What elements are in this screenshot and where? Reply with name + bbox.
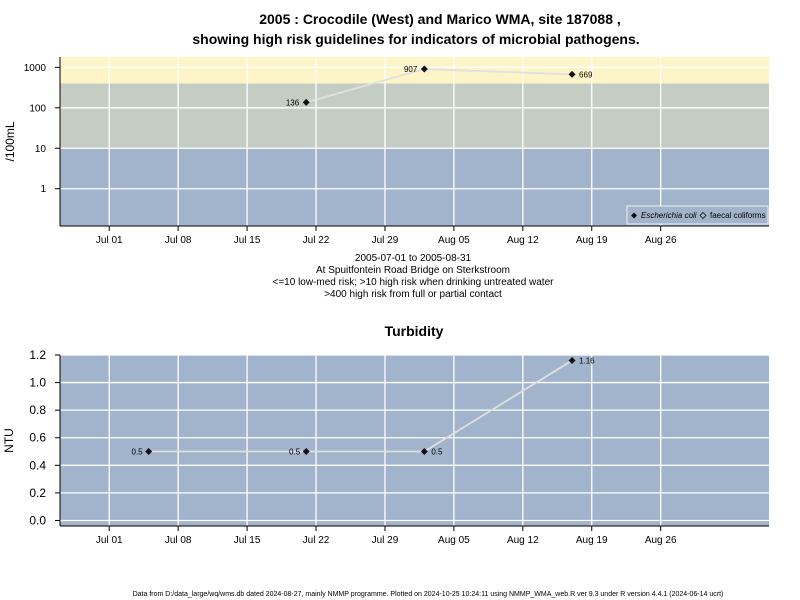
chart-caption-line: <=10 low-med risk; >10 high risk when dr… — [273, 277, 555, 288]
data-label: 0.5 — [132, 448, 144, 457]
x-tick-label: Aug 19 — [576, 535, 608, 546]
x-tick-label: Jul 15 — [234, 235, 261, 246]
chart-caption-line: At Spuitfontein Road Bridge on Sterkstro… — [316, 265, 510, 276]
y-tick-label: 0.6 — [29, 431, 46, 445]
y-axis-label: /100mL — [3, 121, 17, 161]
y-tick-label: 100 — [29, 103, 46, 114]
plot-background — [60, 355, 769, 526]
x-tick-label: Aug 26 — [645, 535, 677, 546]
data-label: 1.16 — [579, 357, 595, 366]
y-tick-label: 10 — [35, 144, 47, 155]
x-tick-label: Jul 29 — [372, 535, 399, 546]
turbidity-chart: Turbidity 0.0 0.2 0.4 0.6 0.8 1.0 1.2 NTU Jul 01 J… — [2, 323, 769, 598]
chart-caption-line: >400 high risk from full or partial cont… — [324, 289, 502, 300]
data-label: 136 — [286, 98, 300, 107]
x-tick-label: Jul 29 — [372, 235, 399, 246]
ecoli-chart: 2005 : Crocodile (West) and Marico WMA, … — [3, 11, 769, 300]
y-tick-label: 0.4 — [29, 458, 46, 472]
turbidity-series-line — [148, 359, 573, 453]
data-point — [302, 448, 310, 456]
data-point — [568, 70, 576, 78]
x-tick-label: Jul 22 — [303, 235, 330, 246]
data-point — [568, 357, 576, 365]
y-tick-label: 1000 — [24, 63, 47, 74]
y-tick-label: 0.0 — [29, 513, 46, 527]
y-tick-label: 1.2 — [29, 348, 46, 362]
legend-marker-faecal — [699, 211, 707, 220]
legend-box — [626, 205, 769, 225]
y-tick-label: 0.8 — [29, 403, 46, 417]
footer-note: Data from D:/data_large/wq/wms.db dated … — [133, 591, 724, 598]
x-tick-label: Jul 08 — [165, 235, 192, 246]
data-label: 0.5 — [431, 448, 443, 457]
data-label: 907 — [404, 65, 418, 74]
data-point — [302, 98, 310, 106]
data-label: 669 — [579, 70, 593, 79]
x-tick-label: Aug 05 — [438, 535, 470, 546]
legend: Escherichia coli faecal coliforms — [626, 205, 769, 225]
y-tick-label: 1 — [40, 184, 46, 195]
x-tick-label: Jul 15 — [234, 535, 261, 546]
x-tick-label: Jul 22 — [303, 535, 330, 546]
chart-caption-line: 2005-07-01 to 2005-08-31 — [355, 253, 472, 264]
x-tick-label: Aug 26 — [645, 235, 677, 246]
data-point — [420, 65, 428, 73]
x-tick-label: Aug 12 — [507, 535, 539, 546]
x-tick-label: Aug 05 — [438, 235, 470, 246]
x-tick-label: Aug 12 — [507, 235, 539, 246]
turbidity-title: Turbidity — [385, 323, 444, 339]
data-point — [145, 448, 153, 456]
x-tick-label: Jul 01 — [96, 535, 123, 546]
data-label: 0.5 — [289, 448, 301, 457]
y-tick-label: 1.0 — [29, 376, 46, 390]
x-tick-label: Jul 01 — [96, 235, 123, 246]
chart-title-line-2: showing high risk guidelines for indicat… — [192, 31, 639, 47]
legend-label-ecoli: Escherichia coli — [641, 211, 697, 220]
x-tick-label: Aug 19 — [576, 235, 608, 246]
x-tick-label: Jul 08 — [165, 535, 192, 546]
risk-band — [60, 83, 769, 149]
legend-label-faecal: faecal coliforms — [710, 211, 766, 220]
chart-title-line-1: 2005 : Crocodile (West) and Marico WMA, … — [259, 11, 621, 27]
legend-marker-ecoli — [631, 212, 637, 219]
y-axis-label: NTU — [2, 428, 16, 453]
y-tick-label: 0.2 — [29, 486, 46, 500]
data-point — [420, 448, 428, 456]
